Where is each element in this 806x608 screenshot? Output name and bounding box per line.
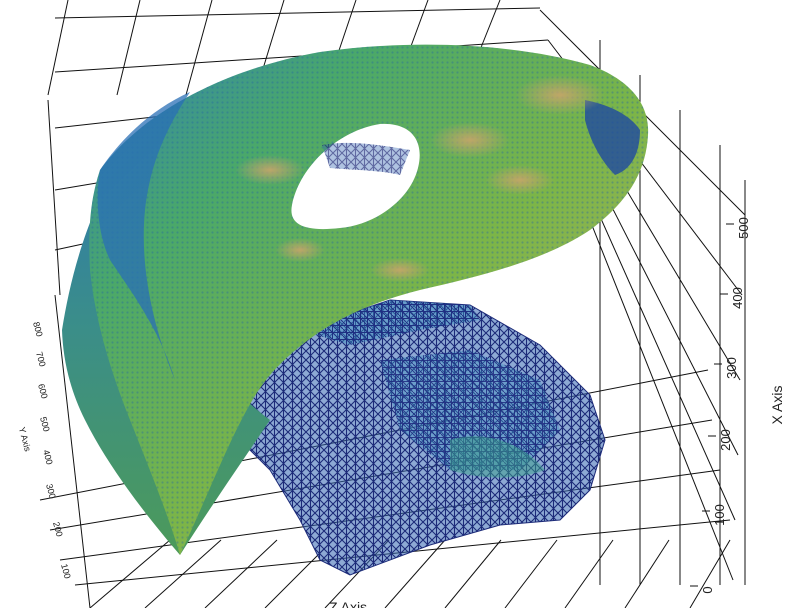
- grid-line-top-v: [116, 0, 141, 96]
- x-tick-label: 0: [700, 586, 715, 593]
- grid-line-right-diag: [571, 174, 734, 581]
- y-tick-label: 200: [51, 521, 65, 538]
- x-tick-label: 500: [736, 217, 751, 239]
- y-tick-label: 700: [34, 351, 48, 368]
- grid-line-top-h: [54, 7, 541, 19]
- y-axis-title: Y Axis: [17, 426, 33, 453]
- grid-line-floor-v: [204, 539, 278, 608]
- x-axis-title: X Axis: [769, 386, 785, 425]
- grid-line-left: [47, 99, 61, 296]
- grid-line-top-v: [47, 0, 69, 96]
- grid-line-floor-v: [624, 539, 670, 608]
- grid-line-floor-v: [384, 539, 446, 608]
- grid-line-floor-v: [564, 539, 614, 608]
- y-tick-label: 100: [59, 563, 73, 580]
- lower-mesh: [214, 299, 606, 576]
- y-tick-label: 400: [41, 449, 55, 466]
- grid-line-floor-v: [689, 539, 731, 608]
- x-tick-label: 200: [718, 429, 733, 451]
- x-tick-label: 100: [712, 504, 727, 526]
- y-tick-label: 600: [36, 383, 50, 400]
- grid-line-floor-v: [444, 539, 502, 608]
- x-tick-label: 300: [724, 357, 739, 379]
- y-tick-label: 800: [31, 321, 45, 338]
- x-tick-label: 400: [730, 287, 745, 309]
- grid-line-left: [54, 294, 91, 608]
- grid-line-floor-v: [504, 539, 558, 608]
- grid-line-top-v: [185, 0, 213, 96]
- z-axis-title: Z Axis: [329, 599, 367, 608]
- grid-line-floor-v: [89, 539, 171, 608]
- surface-sheet: [62, 44, 649, 555]
- y-tick-label: 500: [38, 416, 52, 433]
- y-tick-label: 300: [44, 483, 58, 500]
